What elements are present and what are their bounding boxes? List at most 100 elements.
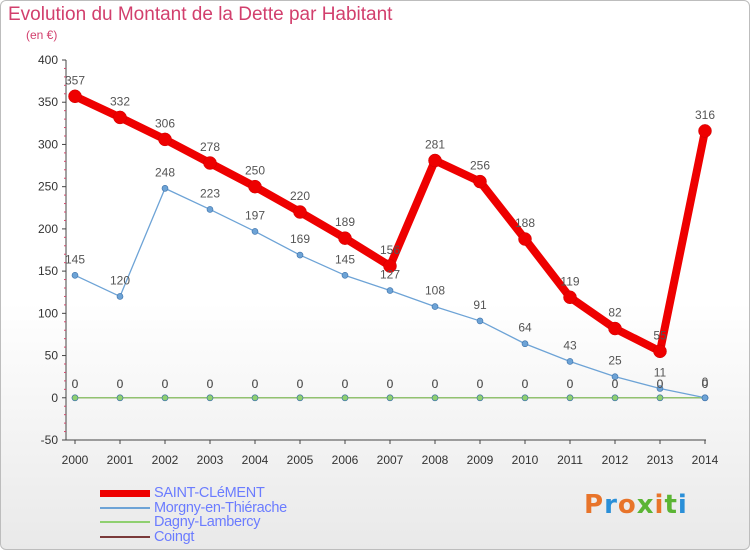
data-label: 0 [162, 377, 169, 391]
x-tick-label: 2005 [287, 453, 314, 467]
data-label: 278 [200, 140, 220, 154]
data-label: 0 [207, 377, 214, 391]
x-tick-label: 2003 [197, 453, 224, 467]
x-tick-label: 2013 [647, 453, 674, 467]
data-point [611, 394, 619, 402]
y-tick-label: 150 [38, 264, 58, 278]
data-label: 306 [155, 116, 175, 130]
brand-letter: P [584, 490, 605, 520]
data-point [206, 394, 214, 402]
y-tick-label: 200 [38, 222, 58, 236]
data-point [206, 206, 214, 213]
data-point [293, 205, 307, 219]
data-label: 11 [654, 365, 667, 379]
legend-swatch-morgny [100, 506, 150, 509]
chart-subtitle: (en €) [26, 28, 58, 42]
data-label: 0 [432, 377, 439, 391]
data-point [473, 174, 487, 189]
data-point [431, 303, 439, 310]
data-label: 332 [110, 94, 130, 108]
data-label: 0 [117, 377, 124, 391]
data-point [476, 317, 484, 325]
data-point [383, 259, 397, 273]
x-tick-label: 2010 [512, 453, 539, 467]
data-label: 189 [335, 215, 355, 229]
data-label: 119 [560, 274, 579, 288]
data-point [386, 287, 394, 294]
data-label: 55 [653, 328, 667, 342]
data-point [611, 373, 619, 380]
brand-letter: i [654, 490, 665, 520]
data-label: 0 [657, 377, 664, 391]
data-point [161, 185, 169, 192]
data-label: 0 [567, 377, 574, 391]
brand-letter: t [664, 490, 678, 520]
data-label: 188 [515, 216, 535, 230]
data-label: 197 [245, 208, 265, 222]
legend-label-morgny: Morgny-en-Thiérache [154, 499, 287, 516]
legend-label-coingt: Coingt [154, 528, 195, 545]
legend-swatch-dagny [100, 521, 150, 523]
data-label: 0 [207, 377, 214, 391]
data-label: 0 [432, 377, 439, 391]
data-point [653, 344, 667, 359]
data-point [251, 394, 259, 402]
brand-letter: i [677, 490, 688, 520]
data-label: 0 [297, 377, 304, 391]
data-point [608, 321, 622, 336]
legend-label-dagny: Dagny-Lambercy [154, 514, 261, 530]
data-point [296, 251, 304, 259]
data-point [113, 110, 127, 125]
data-label: 250 [245, 164, 265, 178]
x-tick-label: 2004 [242, 453, 269, 467]
x-tick-label: 2009 [467, 453, 494, 467]
data-label: 0 [117, 377, 124, 391]
data-label: 0 [297, 377, 304, 391]
data-point [701, 394, 709, 402]
data-label: 0 [387, 377, 394, 391]
data-label: 0 [252, 377, 259, 391]
data-label: 316 [695, 108, 715, 122]
data-point [116, 394, 124, 402]
data-label: 248 [155, 165, 175, 179]
data-label: 281 [425, 137, 445, 151]
data-label: 0 [342, 377, 349, 391]
data-label: 0 [702, 377, 709, 391]
data-label: 0 [657, 377, 664, 391]
data-label: 0 [522, 377, 529, 391]
x-tick-label: 2006 [332, 453, 359, 467]
data-label: 156 [380, 243, 400, 257]
data-point [116, 293, 124, 300]
x-tick-label: 2001 [107, 453, 134, 467]
data-point [518, 232, 532, 246]
data-label: 357 [65, 73, 85, 87]
data-label: 145 [335, 252, 355, 266]
brand-letter: r [604, 490, 618, 520]
data-label: 0 [72, 377, 79, 391]
data-label: 0 [387, 377, 394, 391]
data-point [476, 394, 484, 402]
brand-logo: Proxiti [584, 490, 688, 520]
data-point [203, 156, 217, 170]
legend-label-saint-clement: SAINT-CLéMENT [154, 485, 265, 501]
data-point [71, 394, 79, 402]
data-label: 0 [252, 377, 259, 391]
data-point [566, 394, 574, 402]
data-label: 0 [702, 375, 709, 389]
data-point [563, 290, 577, 305]
data-label: 223 [200, 186, 220, 200]
x-tick-label: 2012 [602, 453, 629, 467]
data-label: 108 [425, 284, 445, 298]
y-tick-label: 350 [38, 95, 58, 109]
legend-swatch-coingt [100, 535, 150, 538]
x-tick-label: 2014 [692, 453, 719, 467]
data-label: 0 [162, 377, 169, 391]
data-point [161, 394, 169, 402]
x-tick-label: 2008 [422, 453, 449, 467]
data-label: 0 [72, 377, 79, 391]
data-label: 169 [290, 232, 310, 246]
data-point [656, 385, 664, 392]
data-point [68, 89, 82, 104]
